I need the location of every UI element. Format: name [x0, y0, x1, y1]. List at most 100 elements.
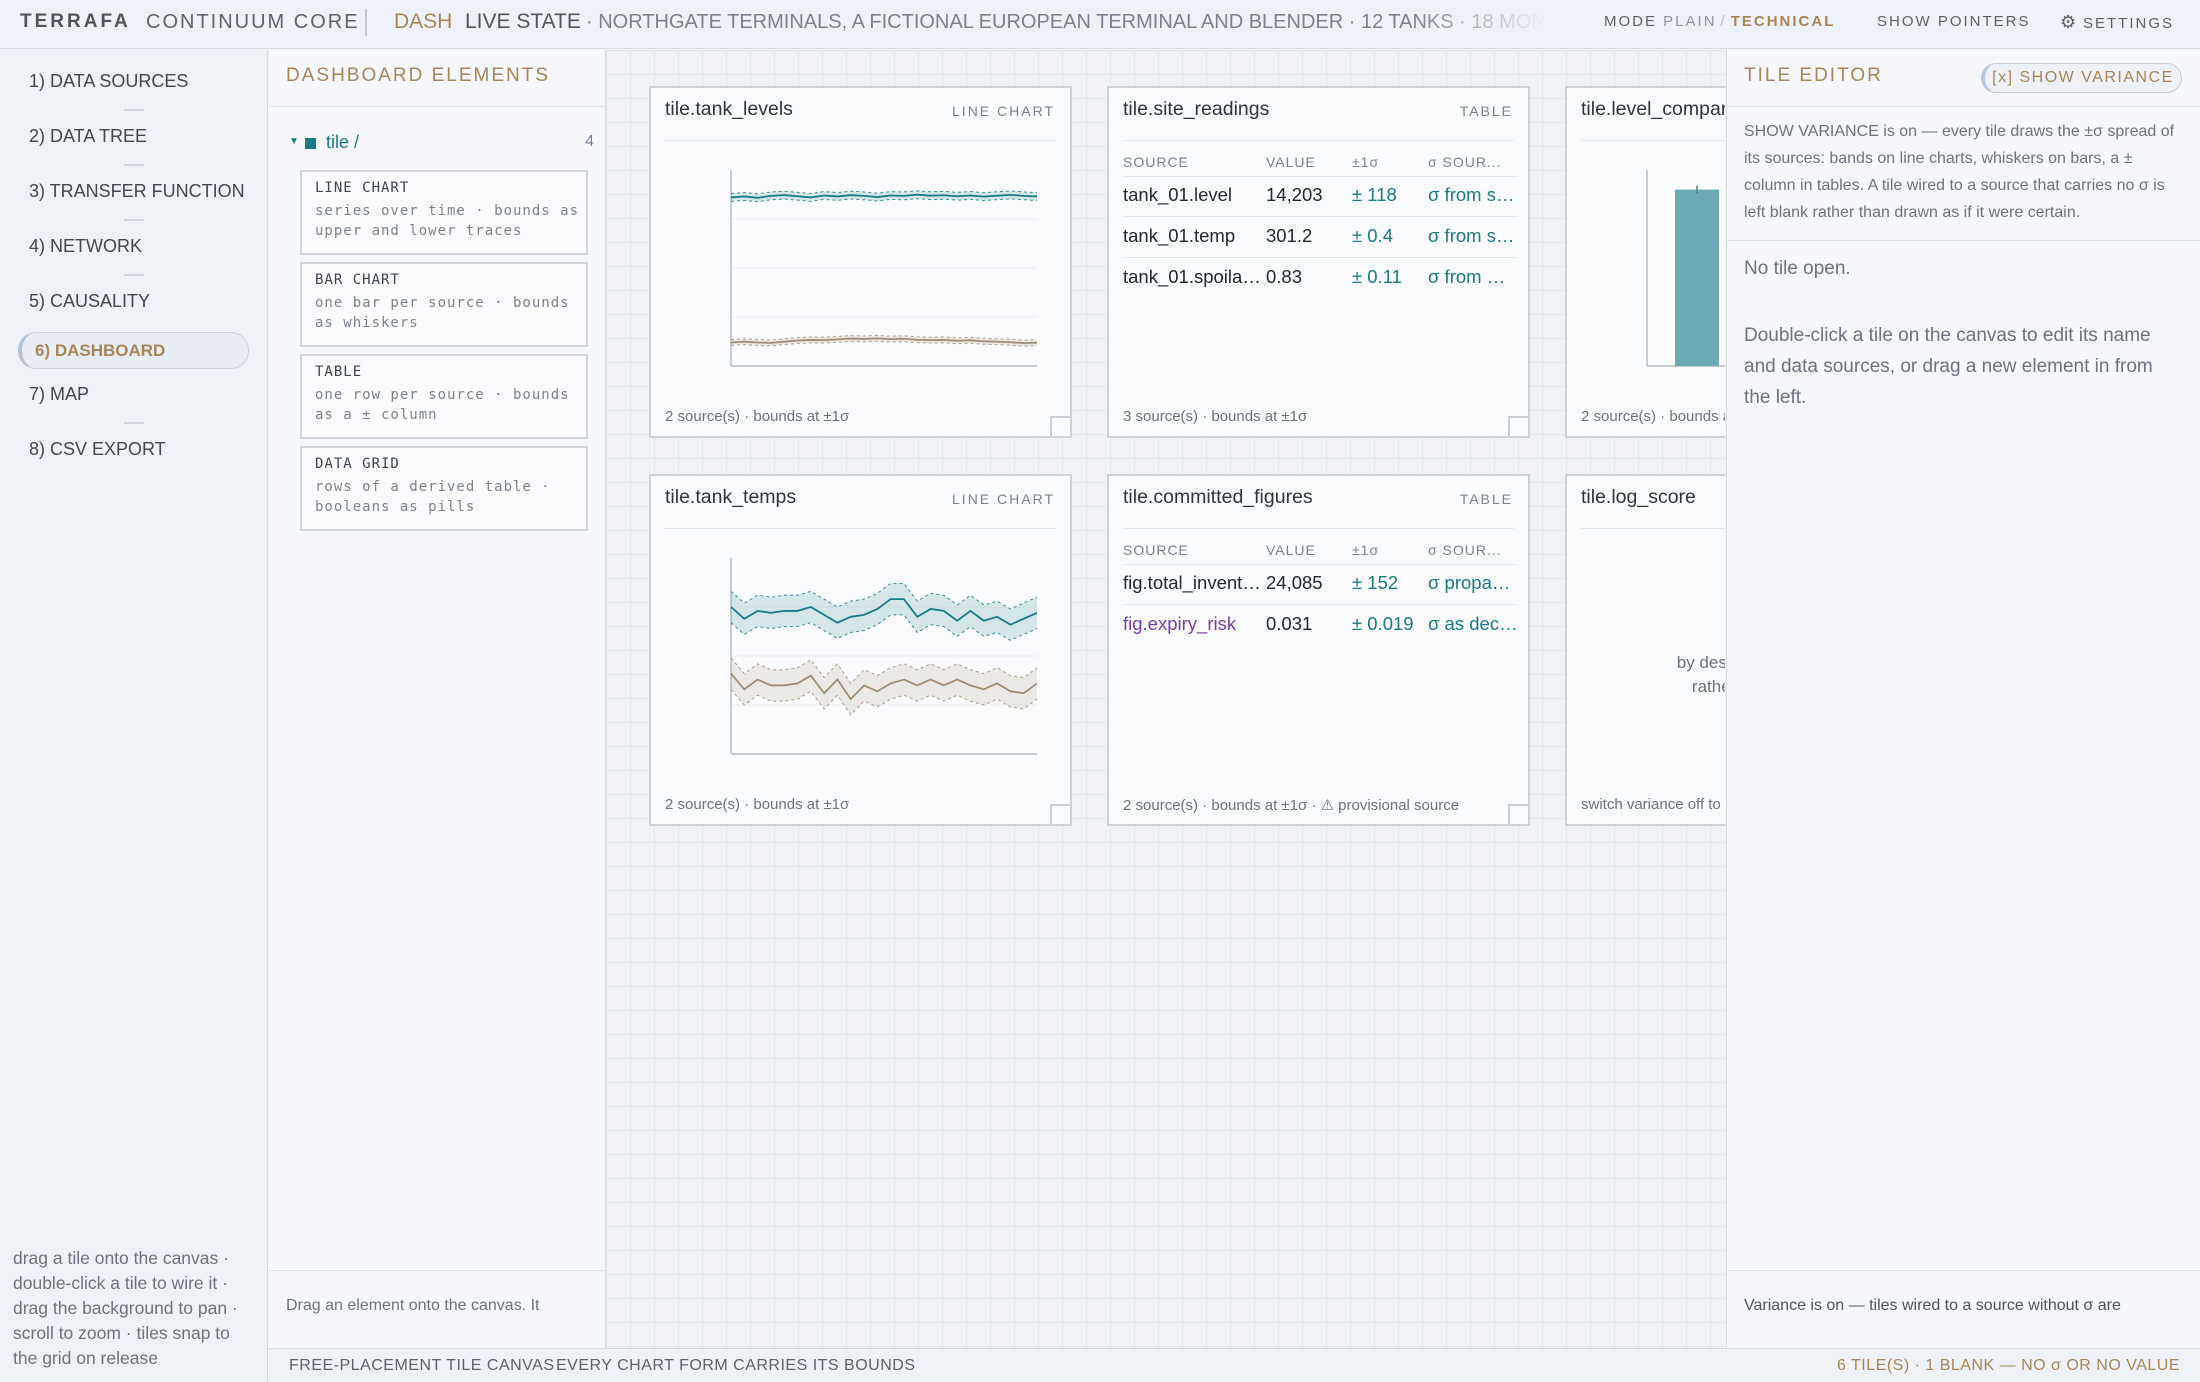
resize-handle[interactable]: [1508, 416, 1528, 436]
tile-footer: 2 source(s) · bounds at ±1σ: [665, 408, 850, 425]
column-header: SOURCE: [1123, 542, 1189, 558]
row-divider: [1123, 216, 1518, 217]
series-0-lower-bound: [730, 614, 1038, 641]
divider: [665, 140, 1056, 141]
divider: [269, 1270, 605, 1271]
sidebar-item-transfer-function[interactable]: 3) TRANSFER FUNCTION: [29, 181, 245, 201]
settings-button[interactable]: ⚙ SETTINGS: [2060, 0, 2174, 44]
element-description: one row per source · bounds as a ± colum…: [315, 387, 570, 423]
sidebar-item-dashboard[interactable]: 6) DASHBOARD: [18, 332, 249, 369]
tile-name: tile.tank_temps: [665, 486, 797, 508]
tile-site-readings[interactable]: tile.site_readings TABLE SOURCE VALUE ±1…: [1107, 86, 1530, 438]
sidebar-item-data-tree[interactable]: 2) DATA TREE: [29, 126, 148, 146]
tile-footer: 2 source(s) · bounds at ±1σ · ⚠ provisio…: [1123, 797, 1460, 814]
cell-value: 301.2: [1266, 225, 1313, 246]
divider: [1581, 140, 1725, 141]
context-description: · NORTHGATE TERMINALS, A FICTIONAL EUROP…: [586, 11, 1546, 33]
divider: [1123, 140, 1514, 141]
series-1-line: [730, 337, 1038, 344]
sidebar-item-network[interactable]: 4) NETWORK: [29, 236, 143, 256]
tile-committed-figures[interactable]: tile.committed_figures TABLE SOURCE VALU…: [1107, 474, 1530, 826]
line-chart: [730, 558, 1038, 755]
element-bar-chart[interactable]: BAR CHART one bar per source · bounds as…: [300, 262, 588, 347]
element-data-grid[interactable]: DATA GRID rows of a derived table · bool…: [300, 446, 588, 531]
tile-name: tile.committed_figures: [1123, 486, 1313, 508]
element-description: series over time · bounds as upper and l…: [315, 203, 580, 239]
settings-label: SETTINGS: [2083, 15, 2175, 32]
tab-live-state[interactable]: LIVE STATE: [465, 10, 581, 33]
series-0-upper-bound: [730, 582, 1038, 610]
tile-level-compare[interactable]: tile.level_compare 2 source(s) · bounds …: [1565, 86, 1725, 438]
tile-tank-temps[interactable]: tile.tank_temps LINE CHART 2 source(s) ·…: [649, 474, 1072, 826]
mode-label: MODE: [1604, 13, 1657, 30]
cell-sigma: ± 152: [1352, 572, 1399, 593]
cell-sigma: ± 0.019: [1352, 613, 1414, 634]
element-line-chart[interactable]: LINE CHART series over time · bounds as …: [300, 170, 588, 255]
resize-handle[interactable]: [1508, 804, 1528, 824]
divider: [1727, 1270, 2200, 1271]
nav-connector: [124, 274, 144, 276]
cell-source: tank_01.temp: [1123, 225, 1236, 246]
resize-handle[interactable]: [1050, 804, 1070, 824]
sidebar-item-label: 6) DASHBOARD: [35, 341, 166, 360]
cell-sigma: ± 0.11: [1352, 266, 1402, 287]
column-header: VALUE: [1266, 154, 1316, 170]
row-divider: [1123, 257, 1518, 258]
tile-canvas[interactable]: tile.tank_levels LINE CHART 2 source(s) …: [606, 50, 1725, 1348]
tile-name: tile.level_compare: [1581, 98, 1725, 120]
series-0-band: [731, 583, 1037, 641]
element-title: DATA GRID: [315, 456, 400, 472]
divider: [1123, 528, 1514, 529]
tree-node-count: 4: [585, 133, 594, 150]
tile-type: TABLE: [1459, 491, 1513, 507]
show-variance-toggle[interactable]: [x] SHOW VARIANCE: [1981, 63, 2182, 93]
tile-type: LINE CHART: [952, 491, 1055, 507]
tile-footer: switch variance off to see value: [1581, 796, 1725, 813]
tile-footer: 2 source(s) · bounds at ±1σ: [1581, 408, 1725, 425]
element-title: BAR CHART: [315, 272, 400, 288]
series-1-line: [730, 673, 1038, 701]
cell-sigma-source: σ from sensor spec: [1428, 225, 1520, 246]
caret-down-icon[interactable]: ▼: [289, 136, 299, 147]
show-pointers-button[interactable]: SHOW POINTERS: [1877, 13, 2031, 30]
tile-tank-levels[interactable]: tile.tank_levels LINE CHART 2 source(s) …: [649, 86, 1072, 438]
cell-source: fig.total_inventory: [1123, 572, 1261, 593]
tile-footer: 3 source(s) · bounds at ±1σ: [1123, 408, 1308, 425]
tree-node-tile[interactable]: ▼ tile / 4: [289, 132, 594, 156]
sidebar-item-csv-export[interactable]: 8) CSV EXPORT: [29, 439, 166, 459]
element-title: LINE CHART: [315, 180, 410, 196]
status-bar: FREE-PLACEMENT TILE CANVAS EVERY CHART F…: [269, 1348, 2200, 1382]
tab-dash[interactable]: DASH: [394, 10, 453, 33]
element-table[interactable]: TABLE one row per source · bounds as a ±…: [300, 354, 588, 439]
no-tile-open: No tile open.: [1744, 258, 1851, 279]
divider: [269, 106, 605, 107]
nav-connector: [124, 219, 144, 221]
cell-sigma: ± 0.4: [1352, 225, 1394, 246]
column-header: SOURCE: [1123, 154, 1189, 170]
cell-value: 0.83: [1266, 266, 1303, 287]
tile-name: tile.tank_levels: [665, 98, 793, 120]
column-header: VALUE: [1266, 542, 1316, 558]
mode-technical-button[interactable]: TECHNICAL: [1730, 13, 1836, 30]
cell-value: 0.031: [1266, 613, 1313, 634]
panel-title: DASHBOARD ELEMENTS: [286, 65, 551, 86]
nav-connector: [124, 164, 144, 166]
cell-sigma-source: σ from model fit: [1428, 266, 1520, 287]
sidebar-item-data-sources[interactable]: 1) DATA SOURCES: [29, 71, 189, 91]
sidebar-item-map[interactable]: 7) MAP: [29, 384, 90, 404]
mode-plain-button[interactable]: PLAIN: [1663, 13, 1717, 30]
series-1-lower-bound: [730, 688, 1038, 716]
panel-footer: Drag an element onto the canvas. It: [286, 1297, 540, 1314]
sidebar-item-causality[interactable]: 5) CAUSALITY: [29, 291, 151, 311]
resize-handle[interactable]: [1050, 416, 1070, 436]
line-chart: [730, 170, 1038, 367]
mode-switch: MODE PLAIN / TECHNICAL: [1604, 0, 1835, 44]
brand-logo: TERRAFA: [20, 11, 131, 32]
tile-log-score[interactable]: tile.log_score NO by design, no σ · left…: [1565, 474, 1725, 826]
cell-value: 24,085: [1266, 572, 1323, 593]
no-sigma-label: NO: [1567, 616, 1725, 637]
divider: [665, 528, 1056, 529]
tile-name: tile.site_readings: [1123, 98, 1270, 120]
divider: [1727, 240, 2200, 241]
blank-tile-message: NO by design, no σ · left blank rather t…: [1567, 616, 1725, 723]
